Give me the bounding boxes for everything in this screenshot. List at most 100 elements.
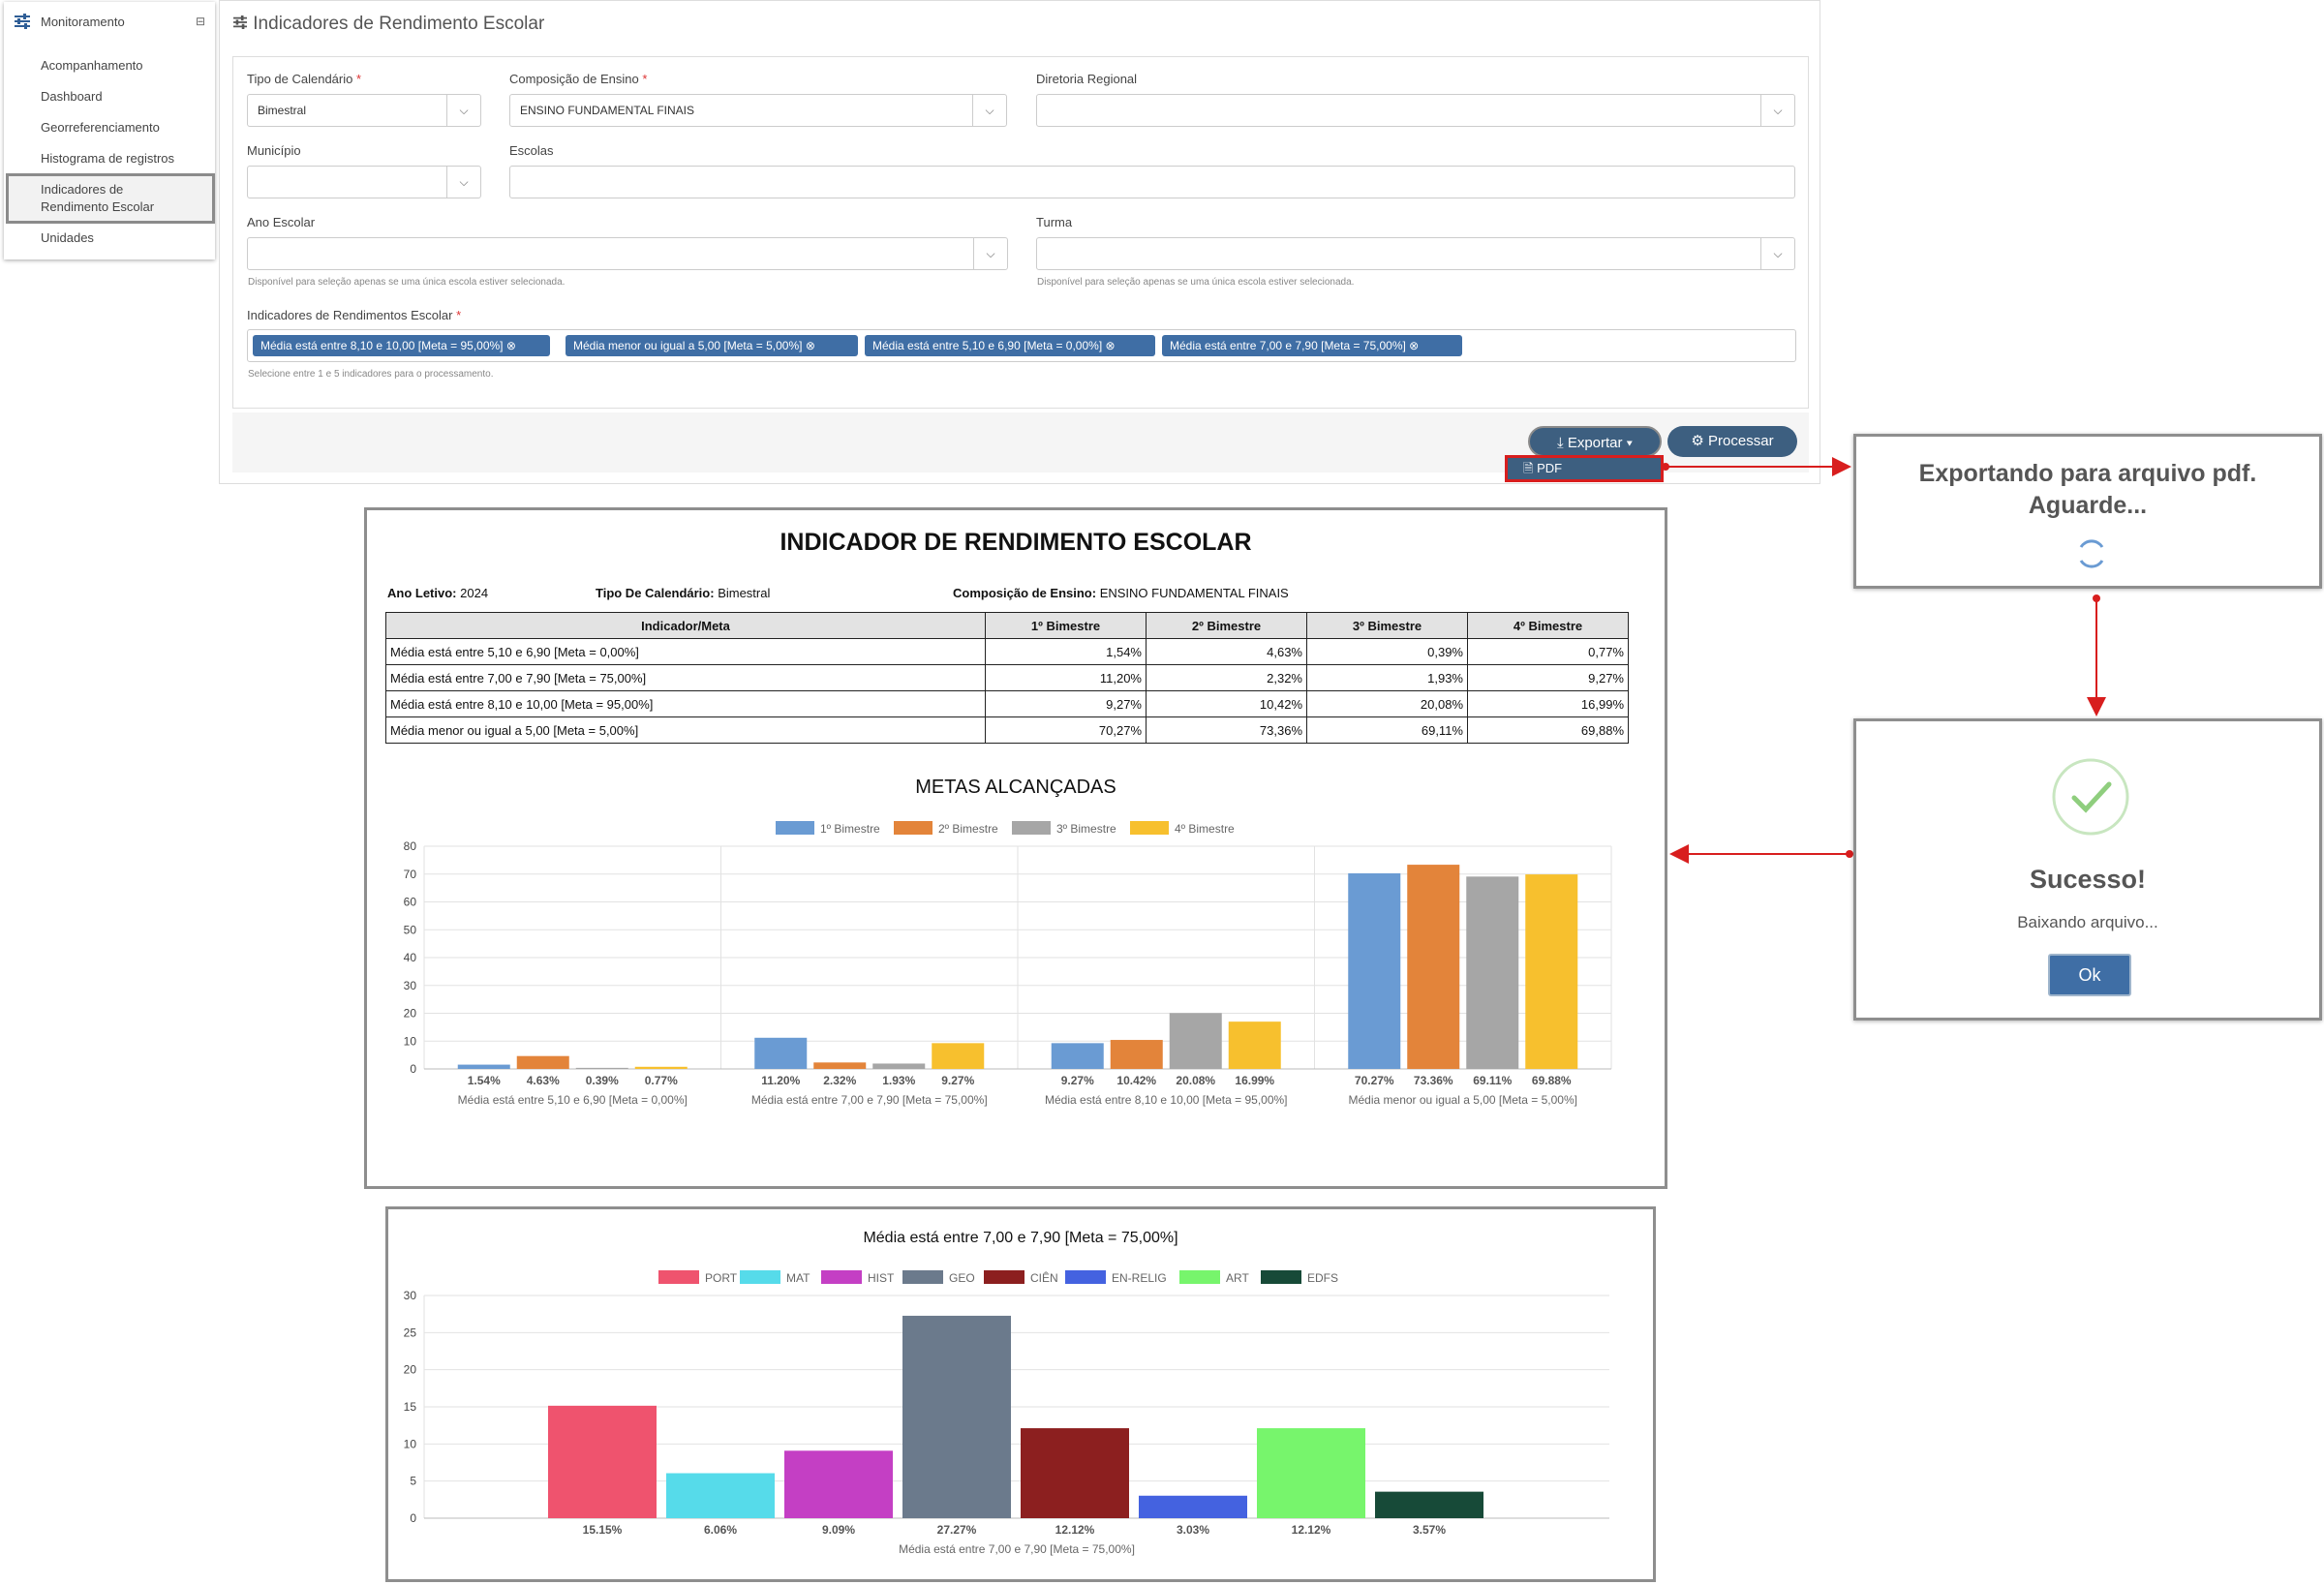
bar	[1051, 1043, 1104, 1069]
pdf-menu-item[interactable]: 🗎 PDF	[1505, 455, 1664, 482]
legend-label: GEO	[949, 1271, 975, 1285]
diretoria-label: Diretoria Regional	[1036, 72, 1138, 86]
report-tipo-calendario: Tipo De Calendário: Bimestral	[596, 586, 771, 600]
escolas-label: Escolas	[509, 143, 554, 158]
bar	[1348, 872, 1401, 1069]
data-label: 9.27%	[1061, 1074, 1094, 1087]
table-cell: 1,54%	[985, 638, 1147, 665]
sidebar-item-indicadores-line1[interactable]: Indicadores de	[41, 182, 124, 197]
data-label: 10.42%	[1116, 1074, 1156, 1087]
composicao-label: Composição de Ensino *	[509, 72, 648, 86]
tipo-calendario-select[interactable]: Bimestral ⌵	[247, 94, 481, 127]
report-ano-letivo: Ano Letivo: 2024	[387, 586, 489, 600]
data-label: 9.27%	[941, 1074, 974, 1087]
bar	[1407, 865, 1460, 1069]
table-cell: Média menor ou igual a 5,00 [Meta = 5,00…	[385, 716, 986, 744]
success-dialog: Sucesso! Baixando arquivo... Ok	[1853, 718, 2322, 1021]
process-button[interactable]: ⚙ Processar	[1667, 426, 1797, 457]
ano-escolar-select[interactable]: ⌵	[247, 237, 1008, 270]
y-tick-label: 30	[404, 979, 417, 992]
table-row: Média menor ou igual a 5,00 [Meta = 5,00…	[385, 716, 1629, 744]
indicadores-hint: Selecione entre 1 e 5 indicadores para o…	[248, 369, 494, 380]
y-tick-label: 15	[404, 1400, 417, 1414]
sliders-icon	[14, 14, 31, 29]
chart2-disciplinas: PORT MAT HIST GEO CIÊN EN-RELIG ART EDFS 0 5 10 15 2…	[404, 1270, 1609, 1556]
table-row: Média está entre 8,10 e 10,00 [Meta = 95…	[385, 690, 1629, 717]
chevron-down-icon: ⌵	[972, 95, 1006, 126]
y-tick-label: 80	[404, 839, 417, 853]
data-label: 6.06%	[704, 1523, 737, 1537]
legend-label: MAT	[786, 1271, 810, 1285]
diretoria-select[interactable]: ⌵	[1036, 94, 1795, 127]
chevron-down-icon: ⌵	[1760, 238, 1794, 269]
data-label: 12.12%	[1055, 1523, 1095, 1537]
legend-swatch	[894, 821, 933, 835]
sidebar-item-unidades[interactable]: Unidades	[41, 230, 94, 245]
chart2-title: Média está entre 7,00 e 7,90 [Meta = 75,…	[863, 1230, 1178, 1246]
indicador-tag[interactable]: Média está entre 8,10 e 10,00 [Meta = 95…	[253, 335, 550, 356]
y-tick-label: 50	[404, 923, 417, 936]
category-label: Média menor ou igual a 5,00 [Meta = 5,00…	[1349, 1093, 1577, 1107]
table-cell: 69,88%	[1467, 716, 1629, 744]
sidebar-header[interactable]: Monitoramento ⊟	[4, 2, 215, 41]
sidebar-item-indicadores-highlight[interactable]	[6, 173, 215, 224]
tipo-calendario-label: Tipo de Calendário *	[247, 72, 362, 86]
data-label: 0.39%	[586, 1074, 619, 1087]
legend-label: ART	[1226, 1271, 1249, 1285]
bar	[666, 1473, 775, 1518]
export-dialog-line2: Aguarde...	[2028, 492, 2148, 519]
sidebar-item-dashboard[interactable]: Dashboard	[41, 89, 103, 104]
table-cell: 0,77%	[1467, 638, 1629, 665]
municipio-select[interactable]: ⌵	[247, 166, 481, 198]
indicador-tag[interactable]: Média menor ou igual a 5,00 [Meta = 5,00…	[566, 335, 858, 356]
sidebar-item-indicadores-line2[interactable]: Rendimento Escolar	[41, 199, 155, 214]
table-header: 3º Bimestre	[1306, 612, 1468, 639]
table-cell: 10,42%	[1146, 690, 1307, 717]
table-cell: 69,11%	[1306, 716, 1468, 744]
sidebar: Monitoramento ⊟ Acompanhamento Dashboard…	[4, 2, 215, 259]
table-row: Média está entre 7,00 e 7,90 [Meta = 75,…	[385, 664, 1629, 691]
indicador-tag[interactable]: Média está entre 7,00 e 7,90 [Meta = 75,…	[1162, 335, 1462, 356]
legend-swatch	[821, 1270, 862, 1284]
y-tick-label: 10	[404, 1034, 417, 1048]
data-label: 2.32%	[823, 1074, 856, 1087]
turma-select[interactable]: ⌵	[1036, 237, 1795, 270]
sidebar-item-acompanhamento[interactable]: Acompanhamento	[41, 58, 143, 73]
success-check-icon	[2052, 758, 2129, 836]
sidebar-item-histograma[interactable]: Histograma de registros	[41, 151, 174, 166]
legend-label: EN-RELIG	[1112, 1271, 1167, 1285]
legend-label: CIÊN	[1030, 1270, 1058, 1285]
table-header-row: Indicador/Meta 1º Bimestre 2º Bimestre 3…	[385, 612, 1629, 639]
bar	[813, 1062, 867, 1069]
success-title: Sucesso!	[2029, 865, 2147, 894]
ok-button[interactable]: Ok	[2048, 954, 2131, 996]
indicador-tag[interactable]: Média está entre 5,10 e 6,90 [Meta = 0,0…	[865, 335, 1155, 356]
data-label: 27.27%	[937, 1523, 977, 1537]
bar	[1169, 1013, 1222, 1069]
sidebar-item-georreferenciamento[interactable]: Georreferenciamento	[41, 120, 160, 135]
table-cell: Média está entre 5,10 e 6,90 [Meta = 0,0…	[385, 638, 986, 665]
bar	[784, 1450, 893, 1518]
legend-label: HIST	[868, 1271, 895, 1285]
escolas-input[interactable]	[509, 166, 1795, 198]
loading-spinner-icon	[2079, 539, 2104, 568]
collapse-icon[interactable]: ⊟	[195, 15, 205, 28]
bar	[1466, 876, 1519, 1069]
legend-label: 1º Bimestre	[820, 822, 880, 836]
table-cell: 9,27%	[1467, 664, 1629, 691]
bar	[1110, 1040, 1163, 1069]
page-title: Indicadores de Rendimento Escolar	[232, 14, 544, 35]
y-tick-label: 20	[404, 1363, 417, 1377]
report-title: INDICADOR DE RENDIMENTO ESCOLAR	[780, 529, 1252, 556]
legend-label: 3º Bimestre	[1056, 822, 1116, 836]
filter-form	[232, 56, 1809, 409]
turma-label: Turma	[1036, 215, 1073, 229]
table-header: 4º Bimestre	[1467, 612, 1629, 639]
chart1-metas-alcancadas: 1º Bimestre 2º Bimestre 3º Bimestre 4º Bime…	[404, 821, 1612, 1107]
data-label: 12.12%	[1292, 1523, 1331, 1537]
composicao-select[interactable]: ENSINO FUNDAMENTAL FINAIS ⌵	[509, 94, 1007, 127]
data-label: 3.03%	[1177, 1523, 1209, 1537]
export-dialog-line1: Exportando para arquivo pdf.	[1918, 460, 2257, 487]
y-tick-label: 70	[404, 868, 417, 881]
